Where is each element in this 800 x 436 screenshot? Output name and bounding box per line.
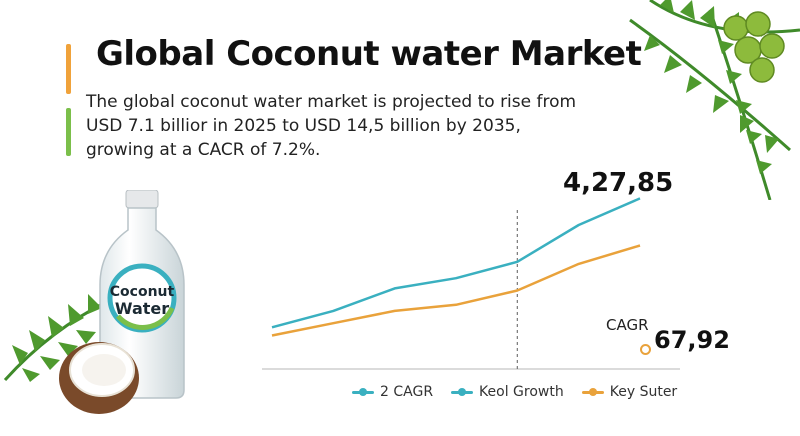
cagr-label: CAGR — [606, 316, 649, 334]
palm-leaf-image — [3, 294, 111, 382]
cagr-marker — [640, 344, 651, 355]
headline-value: 4,27,85 — [563, 168, 674, 198]
subtitle-line: The global coconut water market is proje… — [86, 92, 577, 112]
chart-legend: 2 CAGR Keol Growth Key Suter — [352, 384, 677, 400]
legend-label: 2 CAGR — [380, 384, 434, 400]
palm-leaves-coconuts-image — [629, 0, 800, 200]
legend-label: Key Suter — [609, 384, 678, 400]
accent-bar-green — [66, 108, 71, 156]
legend-item: 2 CAGR — [352, 384, 433, 400]
legend-item: Key Suter — [581, 384, 678, 400]
subtitle-line: USD 7.1 billior in 2025 to USD 14,5 bill… — [86, 116, 521, 136]
series-line-key-suter — [271, 244, 641, 337]
cagr-value: 67,92 — [654, 326, 730, 354]
legend-item: Keol Growth — [451, 384, 564, 400]
bottle-label-line: Water — [115, 299, 169, 318]
accent-bar-orange — [66, 44, 71, 94]
legend-swatch — [581, 387, 604, 396]
legend-label: Keol Growth — [479, 384, 564, 400]
page-title: Global Coconut water Market — [96, 34, 642, 74]
subtitle-line: growing at a CACR of 7.2%. — [86, 140, 321, 160]
coconut-half-image — [59, 342, 139, 414]
series-line-keol-growth — [271, 197, 641, 329]
legend-swatch — [352, 387, 374, 396]
line-chart — [262, 197, 680, 370]
legend-swatch — [451, 387, 474, 396]
bottle-label-line: Coconut — [110, 284, 175, 300]
subtitle: The global coconut water market is proje… — [86, 90, 577, 162]
